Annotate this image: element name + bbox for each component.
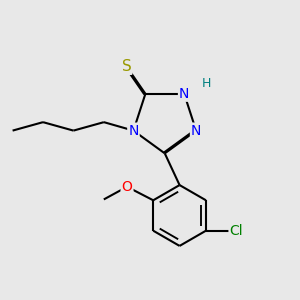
Text: S: S <box>122 59 131 74</box>
Text: N: N <box>179 87 189 101</box>
Text: Cl: Cl <box>230 224 243 238</box>
Text: O: O <box>122 180 133 194</box>
Text: N: N <box>128 124 139 138</box>
Text: N: N <box>191 124 201 138</box>
Text: H: H <box>201 77 211 90</box>
